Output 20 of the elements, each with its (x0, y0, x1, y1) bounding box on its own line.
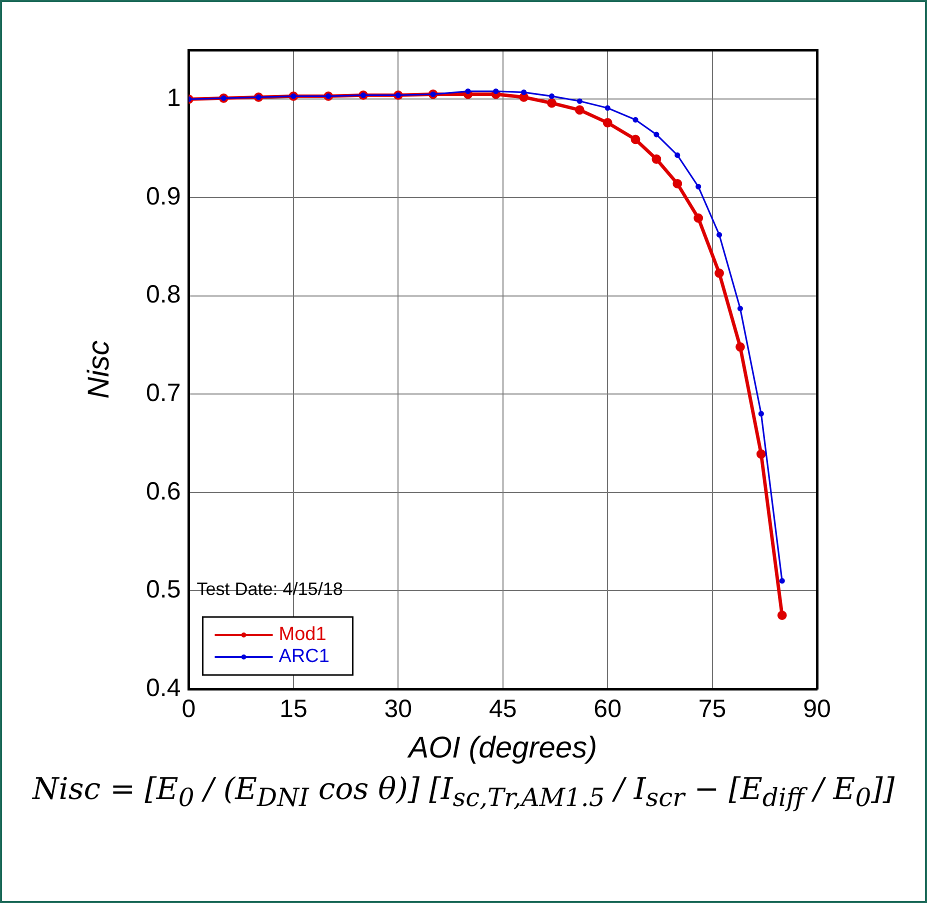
y-tick-label: 0.8 (146, 280, 181, 309)
y-tick-label: 1 (166, 84, 181, 112)
y-tick-label: 0.9 (146, 182, 181, 210)
x-axis-title: AOI (degrees) (406, 731, 598, 764)
text: Nisc = [E$_{0}$ / (E$_{DNI}$ cos θ)] [I$_{sc,Tr,AM1.5}$ / I$_{scr}$ − [E$_{diff}$ / E$_{0}$]] (32, 772, 895, 812)
x-tick-label: 15 (280, 694, 308, 723)
annotation: Test Date: 4/15/18 (196, 578, 343, 599)
x-tick-label: 45 (488, 694, 517, 723)
y-tick-label: 0.7 (146, 378, 181, 407)
x-tick-label: 0 (182, 694, 196, 723)
legend-label: Mod1 (278, 624, 326, 646)
x-tick-label: 30 (384, 694, 412, 723)
x-tick-label: 90 (803, 694, 831, 723)
x-tick-label: 75 (698, 694, 726, 723)
x-tick-label: 60 (594, 694, 622, 723)
y-tick-label: 0.4 (146, 674, 181, 702)
y-tick-label: 0.5 (146, 576, 181, 604)
y-tick-label: 0.6 (146, 477, 181, 506)
legend-label: ARC1 (278, 646, 330, 668)
y-axis-title: Nisc (82, 340, 116, 399)
